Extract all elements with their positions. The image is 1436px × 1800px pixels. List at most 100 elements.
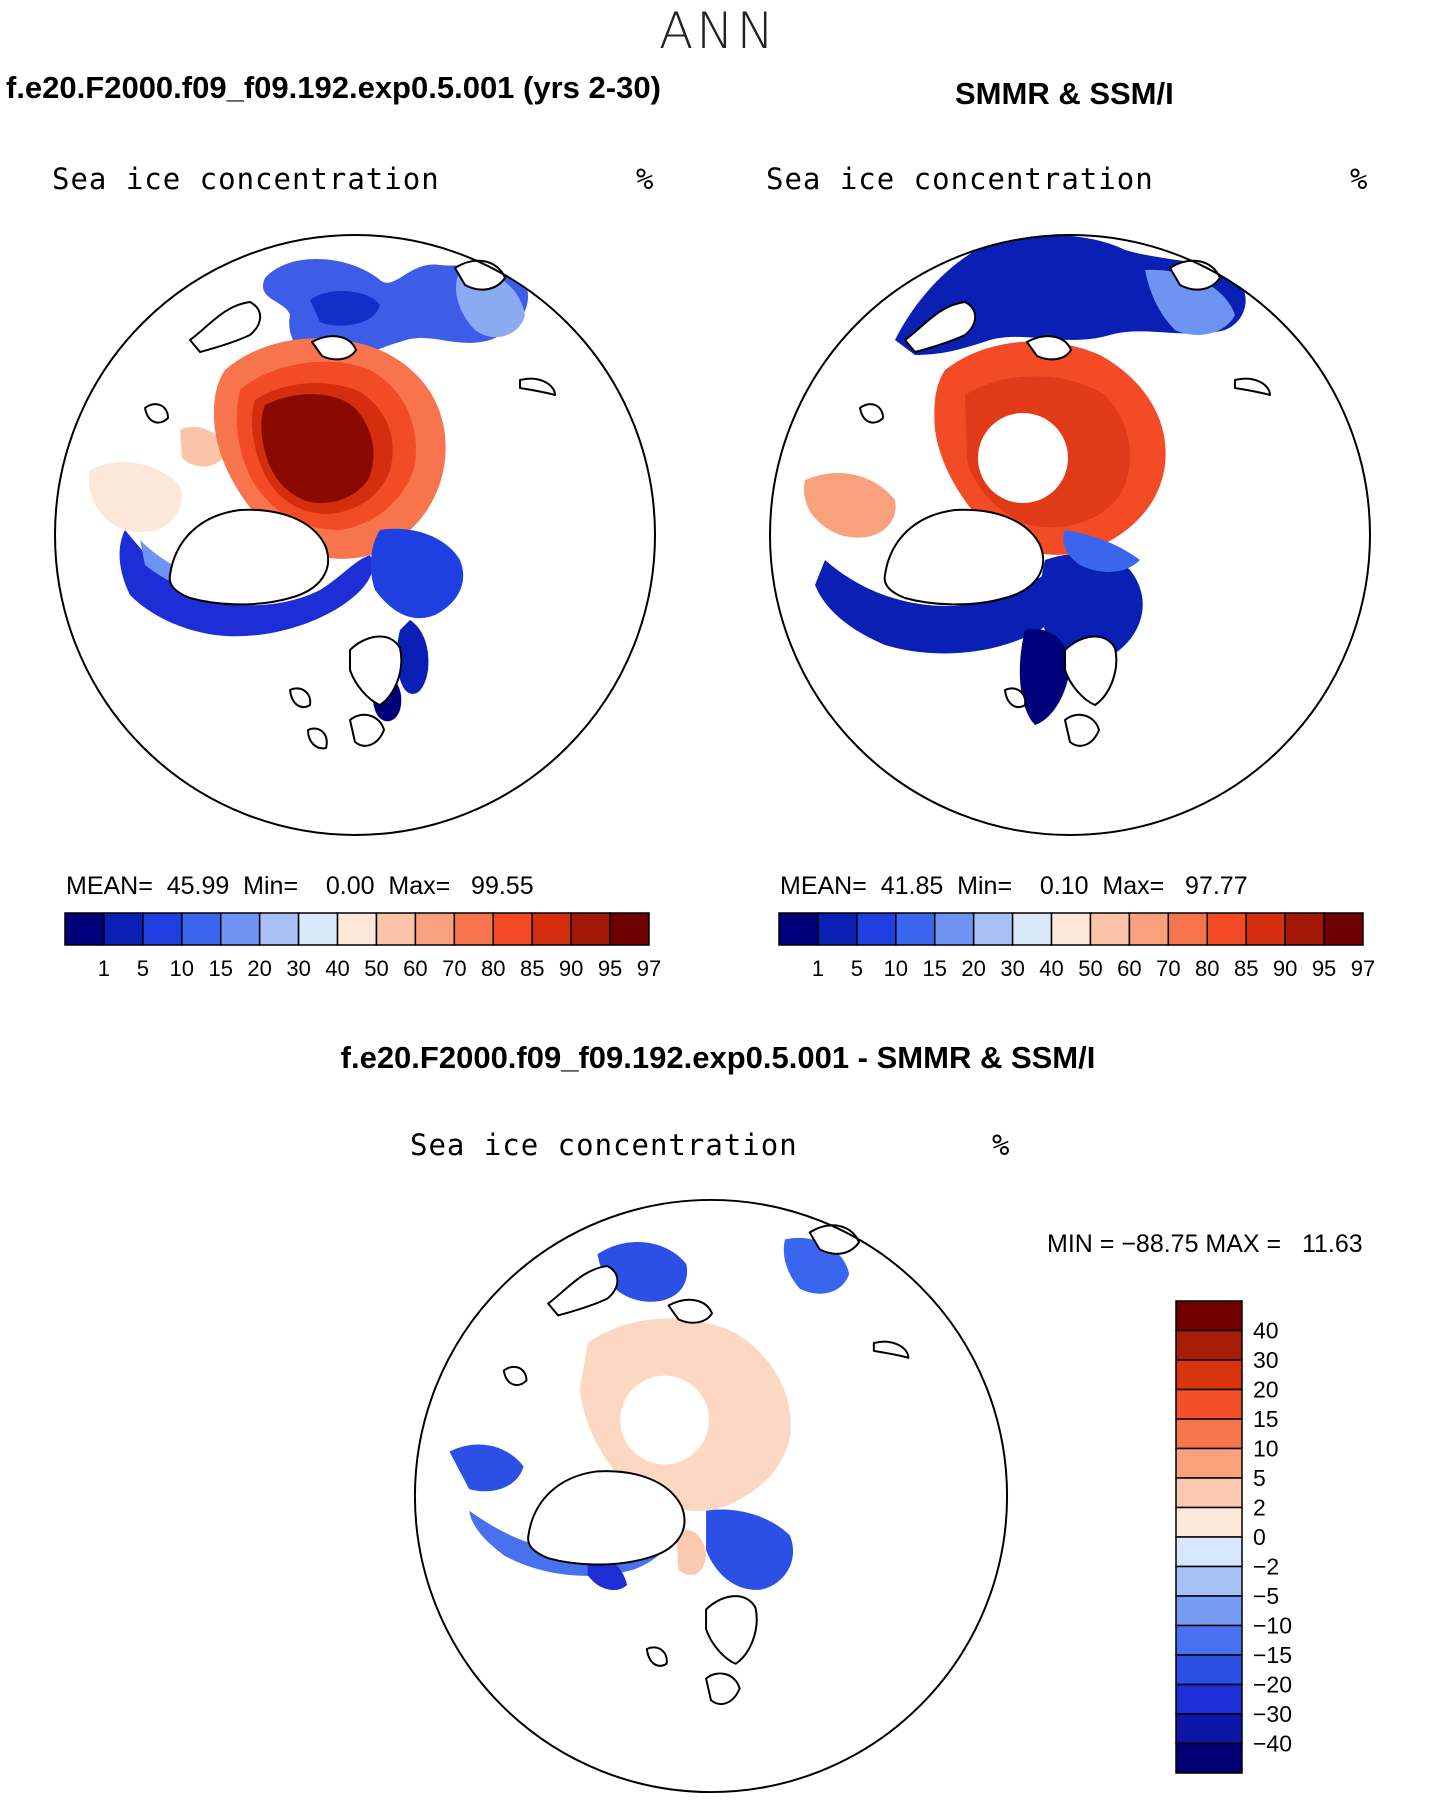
colorbar-tick-label: 1 — [812, 956, 824, 981]
colorbar-tick-label: 80 — [1195, 956, 1219, 981]
diff-colorbar-swatch — [1175, 1418, 1243, 1450]
diff-variable-label: Sea ice concentration — [410, 1128, 798, 1162]
colorbar-tick-label: 5 — [137, 956, 149, 981]
colorbar-tick-label: 95 — [1312, 956, 1336, 981]
colorbar-swatch — [609, 912, 650, 946]
model-stats: MEAN= 45.99 Min= 0.00 Max= 99.55 — [66, 872, 534, 900]
colorbar-tick-label: 10 — [170, 956, 194, 981]
colorbar-tick-label: 30 — [286, 956, 310, 981]
diff-colorbar-swatch — [1175, 1713, 1243, 1745]
colorbar-tick-label: 90 — [559, 956, 583, 981]
colorbar-tick-label: 60 — [403, 956, 427, 981]
colorbar-tick-label: 20 — [247, 956, 271, 981]
colorbar-tick-label: 80 — [481, 956, 505, 981]
colorbar-tick-label: 10 — [884, 956, 908, 981]
colorbar-tick-label: 30 — [1000, 956, 1024, 981]
colorbar-swatch — [453, 912, 495, 946]
colorbar-tick-label: 40 — [325, 956, 349, 981]
diff-colorbar-swatch — [1175, 1329, 1243, 1361]
diff-colorbar-tick-label: 10 — [1253, 1436, 1279, 1462]
diff-colorbar-swatch — [1175, 1624, 1243, 1656]
model-units-label: % — [636, 162, 655, 196]
colorbar-swatch — [1089, 912, 1131, 946]
diff-colorbar-swatch — [1175, 1359, 1243, 1391]
obs-stats: MEAN= 41.85 Min= 0.10 Max= 97.77 — [780, 872, 1248, 900]
colorbar-tick-label: 70 — [1156, 956, 1180, 981]
season-title: ANN — [658, 2, 777, 60]
colorbar-swatch — [1206, 912, 1247, 946]
colorbar-swatch — [778, 912, 819, 946]
colorbar-swatch — [531, 912, 572, 946]
colorbar-swatch — [1323, 912, 1364, 946]
colorbar-swatch — [933, 912, 975, 946]
diff-colorbar-swatch — [1175, 1565, 1243, 1597]
obs-polar-map — [769, 234, 1371, 836]
model-panel-title: f.e20.F2000.f09_f09.192.exp0.5.001 (yrs … — [6, 70, 661, 105]
colorbar-tick-label: 15 — [208, 956, 232, 981]
diff-polar-map — [413, 1198, 1009, 1794]
colorbar-swatch — [1050, 912, 1092, 946]
colorbar-swatch — [492, 912, 533, 946]
diff-colorbar-swatch — [1175, 1742, 1243, 1774]
diff-colorbar-tick-label: 20 — [1253, 1377, 1279, 1403]
colorbar-tick-label: 20 — [961, 956, 985, 981]
diff-colorbar-tick-label: 30 — [1253, 1347, 1279, 1373]
obs-variable-label: Sea ice concentration — [766, 162, 1154, 196]
diff-colorbar-tick-label: −30 — [1253, 1701, 1292, 1727]
colorbar-tick-label: 70 — [442, 956, 466, 981]
colorbar-swatch — [258, 912, 300, 946]
diff-panel-title: f.e20.F2000.f09_f09.192.exp0.5.001 - SMM… — [340, 1040, 1096, 1075]
colorbar-tick-label: 97 — [637, 956, 661, 981]
colorbar-tick-label: 50 — [1078, 956, 1102, 981]
colorbar-swatch — [103, 912, 144, 946]
diff-colorbar-tick-label: 40 — [1253, 1318, 1279, 1344]
colorbar-tick-label: 15 — [922, 956, 946, 981]
obs-colorbar — [778, 912, 1364, 946]
colorbar-swatch — [817, 912, 858, 946]
colorbar-swatch — [972, 912, 1014, 946]
diff-colorbar-tick-label: 5 — [1253, 1465, 1266, 1491]
diff-colorbar-tick-label: 2 — [1253, 1495, 1266, 1521]
obs-units-label: % — [1350, 162, 1369, 196]
colorbar-tick-label: 97 — [1351, 956, 1375, 981]
colorbar-swatch — [375, 912, 417, 946]
colorbar-swatch — [1167, 912, 1209, 946]
colorbar-tick-label: 5 — [851, 956, 863, 981]
colorbar-swatch — [297, 912, 339, 946]
colorbar-swatch — [142, 912, 183, 946]
colorbar-swatch — [895, 912, 936, 946]
diff-colorbar-swatch — [1175, 1506, 1243, 1538]
colorbar-tick-label: 85 — [1234, 956, 1258, 981]
diff-stats: MIN = −88.75 MAX = 11.63 — [1047, 1230, 1363, 1258]
diff-colorbar-swatch — [1175, 1447, 1243, 1479]
diff-colorbar-tick-label: 0 — [1253, 1524, 1266, 1550]
colorbar-swatch — [1284, 912, 1325, 946]
colorbar-tick-label: 95 — [598, 956, 622, 981]
colorbar-tick-label: 90 — [1273, 956, 1297, 981]
diff-colorbar-swatch — [1175, 1595, 1243, 1627]
colorbar-swatch — [570, 912, 611, 946]
colorbar-swatch — [1245, 912, 1286, 946]
obs-colorbar-labels: 1 5 10 15 20 30 40 50 60 70 80 85 90 95 97 — [812, 956, 1375, 981]
diff-colorbar-tick-label: −15 — [1253, 1642, 1292, 1668]
diff-colorbar-tick-label: −10 — [1253, 1613, 1292, 1639]
diff-colorbar-tick-label: 15 — [1253, 1406, 1279, 1432]
colorbar-tick-label: 1 — [98, 956, 110, 981]
diff-units-label: % — [992, 1128, 1011, 1162]
colorbar-swatch — [64, 912, 105, 946]
colorbar-tick-label: 85 — [520, 956, 544, 981]
diff-colorbar-swatch — [1175, 1477, 1243, 1509]
diff-colorbar-swatch — [1175, 1300, 1243, 1332]
colorbar-swatch — [1128, 912, 1170, 946]
diff-colorbar-tick-label: −5 — [1253, 1583, 1279, 1609]
diff-colorbar-tick-label: −40 — [1253, 1731, 1292, 1757]
model-colorbar-labels: 1 5 10 15 20 30 40 50 60 70 80 85 90 95 97 — [98, 956, 661, 981]
colorbar-tick-label: 60 — [1117, 956, 1141, 981]
obs-panel-title: SMMR & SSM/I — [955, 76, 1174, 111]
diff-colorbar-swatch — [1175, 1683, 1243, 1715]
colorbar-swatch — [856, 912, 897, 946]
colorbar-swatch — [219, 912, 261, 946]
colorbar-tick-label: 50 — [364, 956, 388, 981]
diff-colorbar-swatch — [1175, 1536, 1243, 1568]
